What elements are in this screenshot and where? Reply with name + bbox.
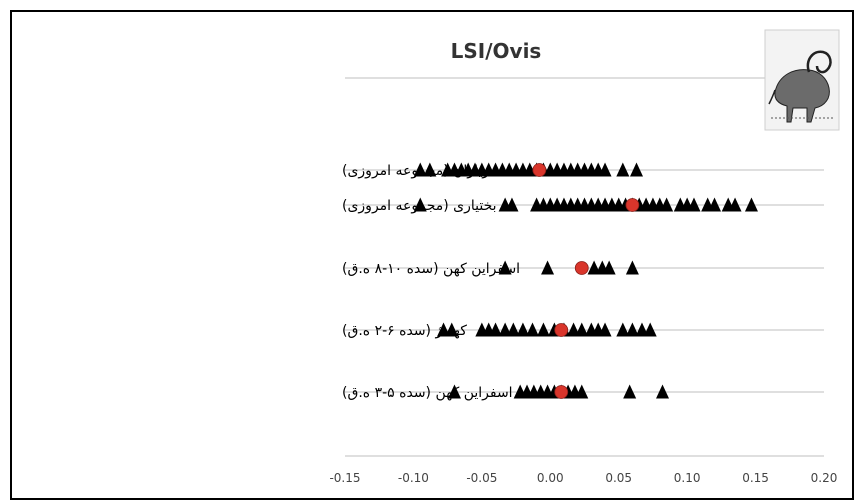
x-tick-label: 0.05 — [605, 471, 632, 485]
data-point-triangle — [445, 322, 459, 337]
data-point-triangle — [413, 197, 427, 212]
data-point-triangle — [625, 322, 639, 337]
chart-title: LSI/Ovis — [451, 39, 542, 63]
x-tick-label: 0.00 — [537, 471, 564, 485]
data-point-triangle — [489, 322, 503, 337]
category-rows: زیاران (مجموعه امروزی)بختیاری (مجموعه ام… — [342, 163, 824, 401]
mean-point-circle — [574, 261, 589, 275]
x-tick-label: -0.15 — [329, 471, 360, 485]
ram-engraving — [764, 29, 840, 131]
data-point-triangle — [598, 322, 612, 337]
data-point-triangle — [447, 384, 461, 399]
data-point-triangle — [506, 322, 520, 337]
data-point-triangle — [616, 322, 630, 337]
data-point-triangle — [643, 322, 657, 337]
mean-point-circle — [532, 163, 547, 177]
data-point-triangle — [598, 162, 612, 177]
x-tick-labels: -0.15 -0.10 -0.05 0.00 0.05 0.10 0.15 0.20 — [329, 471, 837, 485]
category-label: اسفراین کهن (سده ۵-۳ ه.ق) — [342, 385, 513, 401]
category-label: کهندژ (سده ۶-۲ ه.ق) — [342, 323, 467, 339]
data-point-triangle — [616, 162, 630, 177]
mean-point-circle — [625, 198, 640, 212]
data-point-triangle — [505, 197, 519, 212]
x-tick-label: -0.05 — [466, 471, 497, 485]
mean-point-circle — [554, 385, 569, 399]
data-point-triangle — [687, 197, 701, 212]
data-point-triangle — [708, 197, 722, 212]
data-point-triangle — [575, 384, 589, 399]
data-point-triangle — [587, 260, 601, 275]
data-point-triangle — [635, 322, 649, 337]
x-tick-label: 0.10 — [674, 471, 701, 485]
data-point-triangle — [437, 322, 451, 337]
data-point-triangle — [744, 197, 758, 212]
x-tick-label: 0.15 — [742, 471, 769, 485]
data-point-triangle — [630, 162, 644, 177]
data-point-triangle — [413, 162, 427, 177]
mean-point-circle — [554, 323, 569, 337]
data-point-triangle — [575, 322, 589, 337]
data-point-triangle — [567, 322, 581, 337]
data-point-triangle — [498, 322, 512, 337]
data-point-triangle — [516, 322, 530, 337]
data-point-triangle — [541, 260, 555, 275]
data-point-triangle — [536, 322, 550, 337]
data-point-triangle — [602, 260, 616, 275]
chart-frame: LSI/Ovis زیاران (مجموعه امروزی)بختیاری (… — [10, 10, 854, 500]
data-point-triangle — [623, 384, 637, 399]
data-point-triangle — [525, 322, 539, 337]
x-tick-label: 0.20 — [811, 471, 838, 485]
x-tick-label: -0.10 — [398, 471, 429, 485]
data-point-triangle — [625, 260, 639, 275]
data-point-triangle — [423, 162, 437, 177]
data-marks — [413, 162, 758, 399]
category-label: اسفراین کهن (سده ۱۰-۸ ه.ق) — [342, 261, 520, 277]
data-point-triangle — [660, 197, 674, 212]
data-point-triangle — [728, 197, 742, 212]
data-point-triangle — [656, 384, 670, 399]
scatter-chart: LSI/Ovis زیاران (مجموعه امروزی)بختیاری (… — [329, 29, 840, 485]
data-point-triangle — [498, 260, 512, 275]
